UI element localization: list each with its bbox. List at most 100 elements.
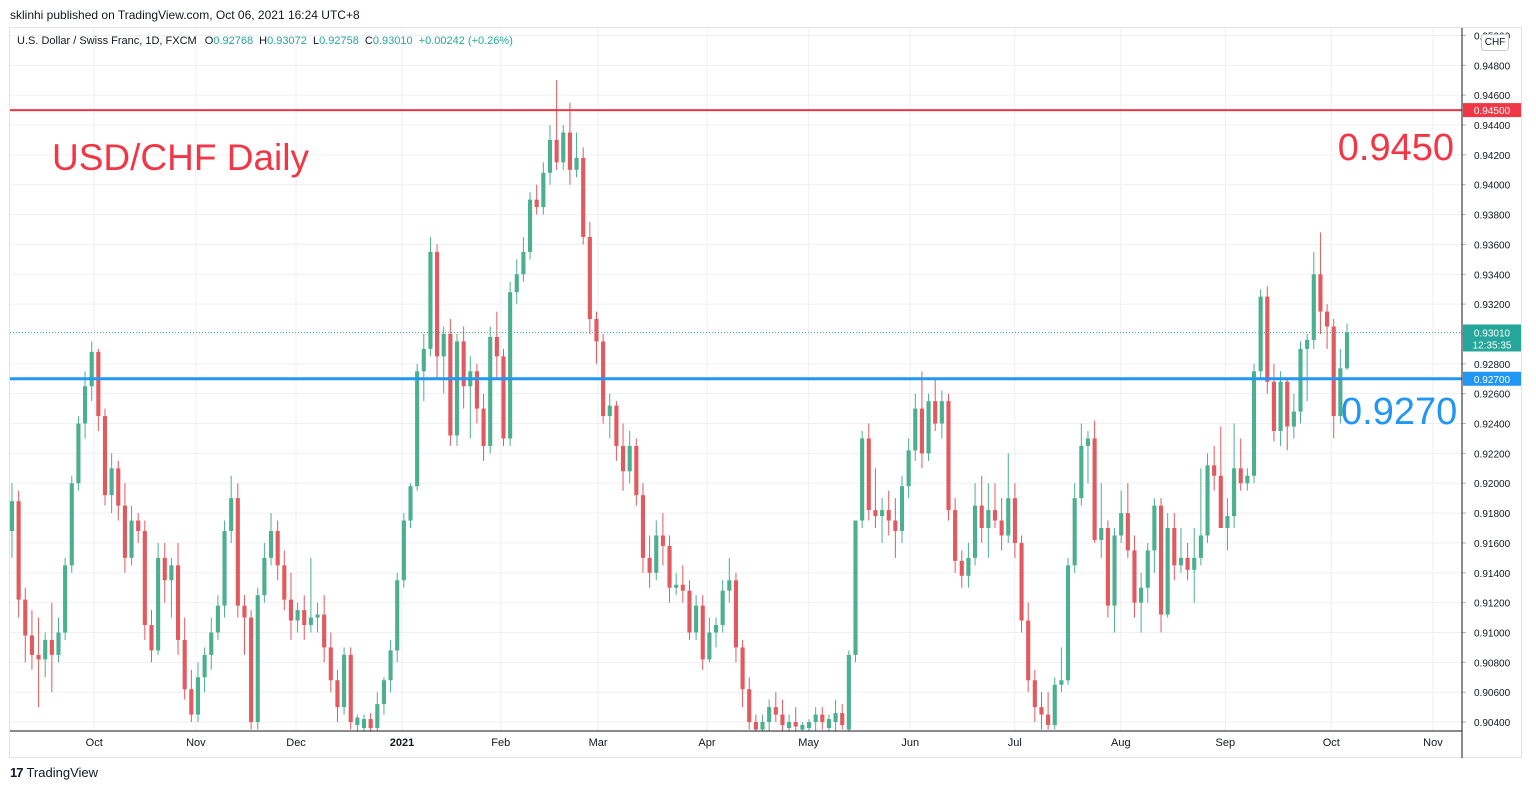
candle-body	[175, 565, 181, 640]
candle	[654, 520, 659, 581]
candle	[116, 460, 121, 521]
candle	[268, 513, 274, 566]
candle-body	[381, 680, 386, 705]
candle	[488, 326, 493, 454]
candle-body	[69, 483, 74, 566]
candle-body	[136, 520, 141, 531]
candle	[567, 102, 572, 185]
candle-body	[780, 714, 785, 726]
candle-body	[1344, 332, 1350, 369]
candle-body	[415, 371, 420, 487]
candle	[1105, 520, 1110, 618]
y-tick-label: 0.94600	[1474, 91, 1511, 102]
candle	[328, 632, 333, 693]
candle	[833, 699, 838, 731]
candle-body	[361, 719, 367, 729]
candle	[342, 647, 347, 715]
candle	[388, 639, 393, 693]
candle	[23, 587, 28, 663]
candle	[880, 498, 885, 543]
candle-body	[1125, 513, 1130, 551]
candle	[919, 371, 924, 469]
close-label: C	[364, 35, 373, 47]
candle	[1019, 535, 1024, 633]
candle-body	[1331, 326, 1336, 417]
price-axis: 0.936000.934000.932000.930000.928000.926…	[1461, 28, 1521, 758]
candle-body	[833, 713, 838, 723]
chart-pane[interactable]	[9, 27, 1522, 758]
last-price-tag: 0.93010	[1474, 328, 1511, 339]
candle-body	[1291, 411, 1296, 427]
candle-body	[262, 557, 267, 596]
candle-body	[1119, 513, 1124, 536]
candle	[720, 580, 725, 633]
candle-body	[992, 510, 998, 521]
candle-body	[116, 468, 121, 506]
candle-body	[488, 336, 493, 446]
symbol-legend: U.S. Dollar / Swiss Franc, 1D, FXCM O0.9…	[17, 35, 516, 47]
candle	[1338, 348, 1343, 424]
candle	[1305, 333, 1310, 402]
candle	[913, 393, 918, 461]
candle-body	[368, 719, 373, 729]
candle	[355, 714, 360, 731]
candle	[647, 535, 652, 588]
candle-body	[521, 251, 526, 275]
candle	[322, 595, 327, 663]
candle-body	[1105, 528, 1110, 606]
candle-body	[474, 371, 479, 409]
candle-series	[9, 80, 1350, 731]
x-tick-label: Jun	[901, 737, 919, 749]
candle-body	[700, 605, 705, 660]
candle-body	[182, 639, 187, 690]
candle-body	[395, 580, 400, 651]
candle-body	[1079, 445, 1084, 499]
candle	[202, 647, 207, 693]
candle-body	[541, 172, 546, 208]
candle	[136, 513, 141, 543]
y-tick-label: 0.93600	[1474, 240, 1511, 251]
candle-body	[229, 498, 234, 531]
candle	[395, 572, 400, 663]
candle	[122, 483, 127, 573]
x-tick-label: Nov	[1423, 737, 1443, 749]
candle	[760, 714, 765, 731]
candle	[408, 483, 413, 529]
candle-body	[873, 510, 878, 517]
candle-body	[866, 438, 871, 511]
footer-brand[interactable]: 17 TradingView	[10, 765, 98, 780]
candle	[142, 520, 147, 640]
candle-body	[1338, 368, 1343, 417]
candle	[966, 542, 971, 588]
candle-body	[1325, 311, 1330, 327]
candle-body	[1059, 680, 1064, 685]
resistance-tag: 0.94500	[1474, 106, 1511, 117]
candle	[49, 602, 54, 693]
candle	[209, 617, 214, 670]
candle	[787, 714, 792, 731]
candle-body	[787, 722, 792, 729]
candle	[1251, 363, 1257, 484]
candle-body	[906, 450, 911, 487]
candle	[36, 617, 41, 708]
candle	[461, 326, 466, 409]
open-label: O	[204, 35, 214, 47]
candle	[587, 222, 592, 334]
candle-body	[16, 501, 21, 600]
symbol-name[interactable]: U.S. Dollar / Swiss Franc, 1D, FXCM	[17, 35, 197, 47]
candle	[1298, 341, 1303, 424]
candle	[229, 475, 234, 543]
candle-body	[886, 510, 891, 521]
candle	[620, 423, 626, 491]
currency-button[interactable]: CHF	[1481, 34, 1509, 51]
candle	[753, 714, 758, 731]
candle	[302, 595, 307, 640]
candle	[1158, 498, 1164, 633]
candle	[687, 580, 692, 640]
candle-body	[195, 677, 201, 715]
candle-body	[1046, 714, 1051, 726]
candle-body	[634, 445, 639, 496]
candle	[700, 595, 705, 670]
candle-body	[581, 157, 586, 237]
